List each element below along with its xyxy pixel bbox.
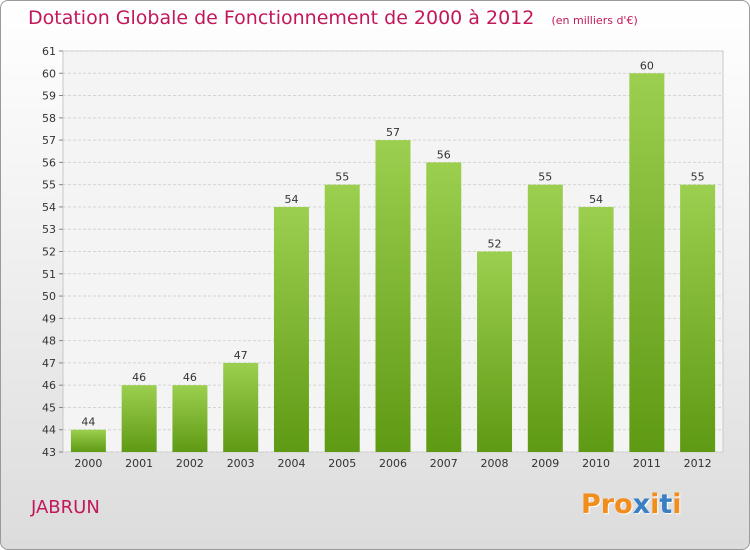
logo-letter: x	[632, 489, 651, 520]
y-tick-label: 45	[42, 401, 56, 414]
x-axis-ticks: 2000 2001 2002 2003 2004 2005 2006 2007 2008 2009…	[74, 457, 711, 470]
logo-letter: P	[581, 489, 601, 520]
bar-2002	[172, 385, 208, 452]
bar-value-label: 47	[234, 349, 248, 362]
logo-letter: i	[672, 489, 682, 520]
bar-value-label: 55	[538, 171, 552, 184]
chart-unit: (en milliers d'€)	[551, 14, 638, 27]
y-tick-label: 54	[42, 201, 56, 214]
y-tick-label: 57	[42, 134, 56, 147]
title-row: Dotation Globale de Fonctionnement de 20…	[28, 7, 638, 29]
y-tick-label: 46	[42, 379, 56, 392]
y-tick-label: 60	[42, 67, 56, 80]
commune-name: JABRUN	[31, 497, 100, 518]
logo-letter: t	[659, 489, 673, 520]
bar-2008	[477, 251, 513, 452]
bar-value-label: 46	[132, 371, 146, 384]
bar-value-label: 55	[335, 171, 349, 184]
y-tick-label: 58	[42, 112, 56, 125]
x-tick-label: 2004	[277, 457, 305, 470]
logo-letter: i	[650, 489, 660, 520]
y-tick-label: 55	[42, 179, 56, 192]
bar-2001	[121, 385, 157, 452]
y-tick-label: 61	[42, 45, 56, 58]
logo-letter: o	[614, 489, 633, 520]
x-tick-label: 2005	[328, 457, 356, 470]
bar-2009	[527, 184, 563, 452]
bar-2004	[273, 206, 309, 452]
bar-value-label: 54	[589, 193, 603, 206]
x-tick-label: 2001	[125, 457, 153, 470]
x-tick-label: 2011	[633, 457, 661, 470]
x-tick-label: 2006	[379, 457, 407, 470]
y-tick-label: 43	[42, 446, 56, 459]
y-tick-label: 50	[42, 290, 56, 303]
bar-value-label: 44	[81, 416, 95, 429]
y-tick-label: 44	[42, 424, 56, 437]
bar-value-label: 57	[386, 126, 400, 139]
x-tick-label: 2003	[227, 457, 255, 470]
bars: 44 46 46 47 54 55 57 56 52 55 54 60 55	[70, 59, 716, 453]
bar-2003	[223, 362, 259, 452]
x-tick-label: 2000	[74, 457, 102, 470]
bar-value-label: 54	[284, 193, 298, 206]
y-axis-ticks: 43 44 45 46 47 48 49 50 51 52 53 54 55 56 57 58 59 60 61	[42, 45, 63, 459]
bar-value-label: 46	[183, 371, 197, 384]
bar-2011	[629, 73, 665, 453]
bar-2006	[375, 140, 411, 452]
x-tick-label: 2012	[684, 457, 712, 470]
y-tick-label: 48	[42, 335, 56, 348]
bar-value-label: 55	[691, 171, 705, 184]
chart-title: Dotation Globale de Fonctionnement de 20…	[28, 7, 535, 29]
bar-2010	[578, 206, 614, 452]
y-tick-label: 49	[42, 312, 56, 325]
x-tick-label: 2010	[582, 457, 610, 470]
bar-2007	[426, 162, 462, 452]
y-tick-label: 51	[42, 268, 56, 281]
logo-letter: r	[600, 489, 615, 520]
y-tick-label: 53	[42, 223, 56, 236]
bar-value-label: 60	[640, 59, 654, 72]
bar-value-label: 56	[437, 148, 451, 161]
proxiti-logo[interactable]: Proxiti	[581, 489, 682, 520]
y-tick-label: 56	[42, 156, 56, 169]
bar-2005	[324, 184, 360, 452]
y-tick-label: 59	[42, 90, 56, 103]
bar-2000	[70, 429, 106, 452]
x-tick-label: 2008	[481, 457, 509, 470]
bar-value-label: 52	[488, 238, 502, 251]
x-tick-label: 2002	[176, 457, 204, 470]
y-tick-label: 47	[42, 357, 56, 370]
x-tick-label: 2009	[531, 457, 559, 470]
bar-2012	[680, 184, 716, 452]
x-tick-label: 2007	[430, 457, 458, 470]
y-tick-label: 52	[42, 246, 56, 259]
